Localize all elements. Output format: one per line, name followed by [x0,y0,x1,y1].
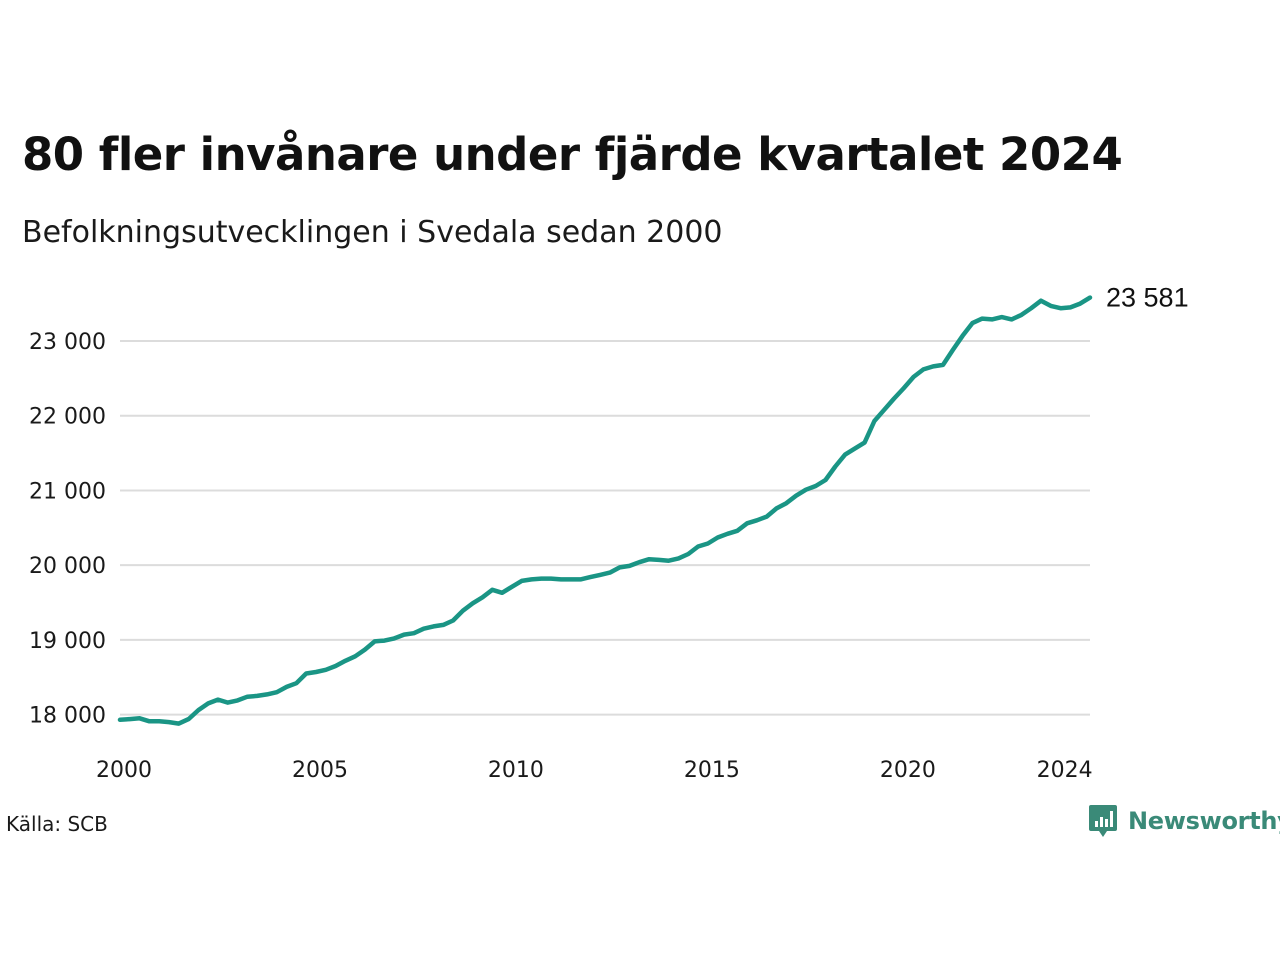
gridlines [120,340,1090,716]
y-axis-ticks: 18 000 19 000 20 000 21 000 22 000 23 000 [29,330,106,729]
y-tick-label: 20 000 [29,554,106,579]
y-tick-label: 23 000 [29,330,106,355]
y-tick-label: 19 000 [29,629,106,654]
y-tick-label: 22 000 [29,405,106,430]
brand-logo: Newsworthy [1088,804,1280,838]
x-tick-label: 2000 [96,758,152,783]
x-axis-ticks: 2000 2005 2010 2015 2020 2024 [96,758,1093,783]
x-tick-label: 2024 [1037,758,1093,783]
x-tick-label: 2005 [292,758,348,783]
brand-name: Newsworthy [1128,807,1280,835]
source-note: Källa: SCB [6,812,108,836]
end-value-label: 23 581 [1106,283,1189,313]
chart-title: 80 fler invånare under fjärde kvartalet … [22,128,1123,181]
chart-subtitle: Befolkningsutvecklingen i Svedala sedan … [22,215,723,250]
y-tick-label: 18 000 [29,704,106,729]
series-group [117,295,1093,726]
x-tick-label: 2015 [684,758,740,783]
series-line [117,295,1093,726]
newsworthy-logo-icon [1089,805,1117,837]
x-tick-label: 2020 [880,758,936,783]
y-tick-label: 21 000 [29,479,106,504]
x-tick-label: 2010 [488,758,544,783]
